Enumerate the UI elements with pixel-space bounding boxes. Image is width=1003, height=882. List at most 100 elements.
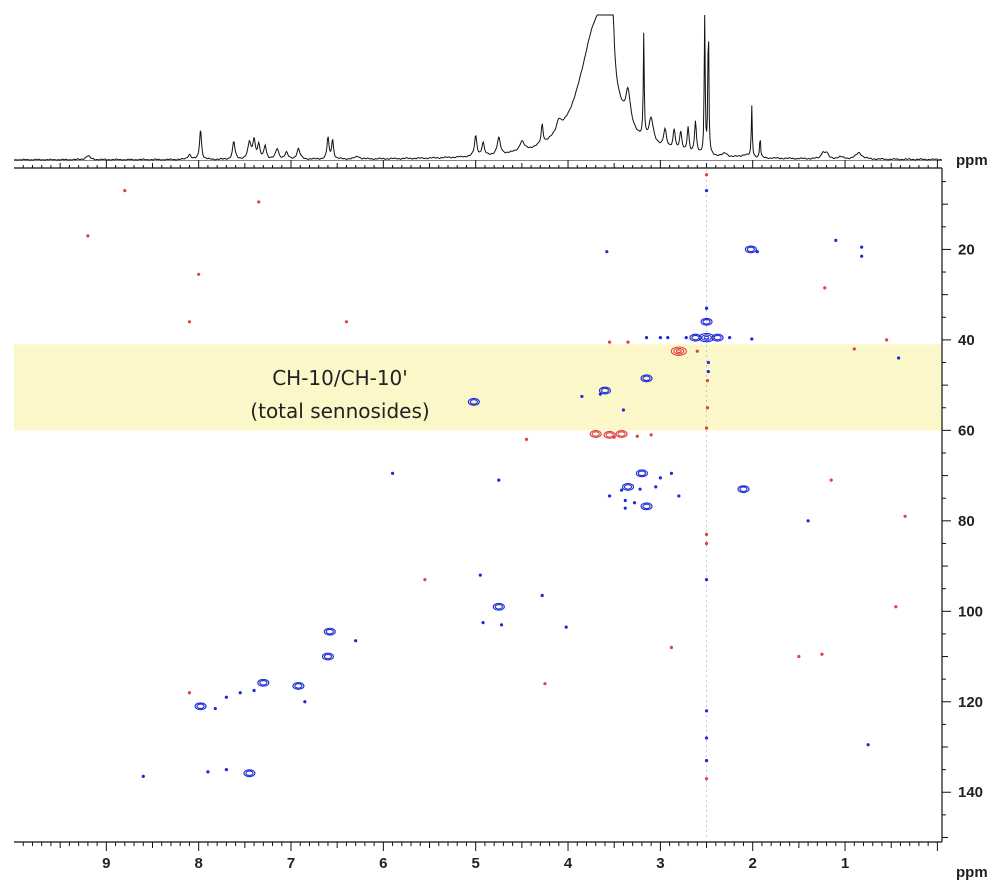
x-tick-label: 5 xyxy=(472,855,480,872)
positive-contour-ring xyxy=(744,245,757,254)
positive-contour-point xyxy=(540,593,544,598)
positive-contour-point xyxy=(860,245,864,249)
positive-contour-point xyxy=(580,394,584,399)
x-tick-label: 3 xyxy=(656,855,664,872)
positive-contour-ring xyxy=(469,399,478,405)
plot-axes xyxy=(14,160,943,843)
negative-contour-ring xyxy=(670,346,687,356)
negative-contour-ring xyxy=(591,431,600,437)
positive-contour-peak xyxy=(492,602,505,611)
y-tick-label: 100 xyxy=(958,603,983,620)
positive-contour-peak xyxy=(621,482,635,491)
positive-contour-point xyxy=(478,573,482,577)
proton-spectrum xyxy=(14,14,943,161)
positive-contour-point xyxy=(704,578,709,582)
negative-contour-point xyxy=(704,173,709,177)
positive-contour-ring xyxy=(701,334,712,341)
positive-contour-peak xyxy=(598,386,612,395)
positive-contour-point xyxy=(684,336,688,340)
positive-contour-point xyxy=(666,336,670,340)
positive-contour-ring xyxy=(294,683,303,689)
positive-contour-peak xyxy=(689,333,702,342)
negative-contour-ring xyxy=(603,430,616,439)
positive-contour-point xyxy=(481,621,485,625)
negative-contour-point xyxy=(197,272,201,276)
positive-contour-ring xyxy=(623,484,633,490)
positive-contour-point xyxy=(303,700,307,704)
negative-contour-point xyxy=(797,654,801,659)
positive-contour-peak xyxy=(467,397,480,406)
negative-contour-point xyxy=(626,340,630,344)
positive-contour-peak xyxy=(737,485,750,494)
negative-contour-ring xyxy=(617,431,626,437)
negative-contour-peak xyxy=(615,430,628,438)
positive-contour-ring xyxy=(711,333,724,342)
positive-contour-ring xyxy=(292,681,305,690)
positive-contour-point xyxy=(238,691,242,695)
positive-contour-point xyxy=(644,336,649,340)
positive-contour-ring xyxy=(640,502,653,511)
x-tick-label: 1 xyxy=(841,855,849,872)
positive-contour-point xyxy=(704,189,709,193)
x-axis-unit-label: ppm xyxy=(956,864,988,881)
positive-contour-ring xyxy=(245,770,254,777)
x-tick-label: 4 xyxy=(564,855,573,872)
negative-contour-point xyxy=(852,347,856,351)
positive-contour-point xyxy=(706,360,710,365)
negative-contour-point xyxy=(187,320,192,324)
positive-contour-point xyxy=(638,487,642,491)
positive-contour-ring xyxy=(467,397,480,406)
positive-contour-ring xyxy=(621,482,635,491)
negative-contour-point xyxy=(344,320,349,324)
positive-contour-point xyxy=(704,758,709,763)
positive-contour-peak xyxy=(640,502,653,511)
negative-contour-ring xyxy=(615,430,628,438)
positive-contour-point xyxy=(860,254,864,258)
negative-contour-point xyxy=(820,652,824,656)
positive-contour-ring xyxy=(494,604,503,610)
x-tick-label: 6 xyxy=(379,855,387,872)
negative-contour-ring xyxy=(605,432,614,438)
positive-contour-point xyxy=(728,336,732,340)
negative-contour-point xyxy=(123,189,127,193)
y-tick-label: 40 xyxy=(958,332,975,349)
negative-contour-point xyxy=(695,349,699,353)
positive-contour-point xyxy=(598,392,602,396)
positive-contour-peak xyxy=(700,317,713,326)
positive-contour-ring xyxy=(702,319,711,325)
positive-contour-point xyxy=(621,408,626,412)
positive-contour-ring xyxy=(635,469,648,478)
positive-contour-point xyxy=(669,471,674,475)
positive-contour-peak xyxy=(194,702,207,711)
positive-contour-ring xyxy=(323,653,333,660)
positive-contour-point xyxy=(834,238,838,242)
positive-contour-ring xyxy=(746,246,755,253)
positive-contour-ring xyxy=(325,628,334,635)
positive-contour-ring xyxy=(196,703,205,710)
x-tick-label: 8 xyxy=(195,855,203,872)
positive-contour-point xyxy=(750,337,754,341)
negative-contour-peak xyxy=(589,430,602,438)
negative-contours xyxy=(86,173,907,781)
positive-contour-peak xyxy=(640,374,653,383)
negative-contour-point xyxy=(612,435,616,439)
positive-contour-point xyxy=(897,356,901,360)
positive-contour-ring xyxy=(642,503,651,510)
positive-contour-ring xyxy=(637,470,647,477)
positive-contour-point xyxy=(499,623,504,627)
negative-contour-point xyxy=(823,286,827,290)
positive-contour-ring xyxy=(737,485,750,494)
positive-contour-ring xyxy=(640,374,653,383)
negative-contour-point xyxy=(705,379,710,383)
positive-contour-point xyxy=(704,306,709,310)
positive-contour-peak xyxy=(243,769,256,778)
y-tick-label: 60 xyxy=(958,422,975,439)
positive-contour-point xyxy=(564,625,568,629)
positive-contour-point xyxy=(224,695,228,699)
band-label-line2: (total sennosides) xyxy=(250,399,429,423)
positive-contour-point xyxy=(390,471,395,475)
negative-contour-point xyxy=(704,426,709,430)
y-tick-label: 140 xyxy=(958,784,983,801)
positive-contour-point xyxy=(866,743,870,747)
